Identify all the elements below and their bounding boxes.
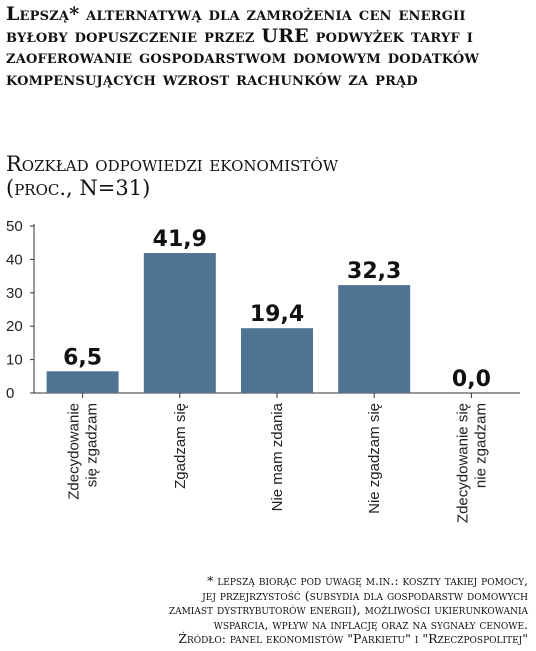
data-label: 32,3 (347, 259, 401, 284)
footnote-line3: zamiast dystrybutorów energii), możliwoś… (168, 602, 528, 617)
x-tick-label: Nie zgadzam się (366, 403, 383, 514)
bar (46, 371, 119, 393)
x-tick-label-line: się zgadzam (84, 403, 101, 487)
x-tick-label: Nie mam zdania (269, 402, 286, 511)
x-tick-label: Zdecydowanie się zgadzam (66, 403, 101, 500)
x-tick-label-line: Nie zgadzam się (366, 403, 383, 514)
y-tick-label: 20 (6, 318, 23, 335)
y-tick-label: 30 (6, 285, 23, 302)
data-label: 6,5 (63, 345, 102, 370)
source-line: Źródło: panel ekonomistów "Parkietu" i "… (178, 631, 528, 646)
footnote-line2: jej przejrzystość (subsydia dla gospodar… (202, 587, 528, 603)
footnote: * lepszą biorąc pod uwagę m.in.: koszty … (8, 573, 528, 647)
footnote-line1: * lepszą biorąc pod uwagę m.in.: koszty … (207, 573, 528, 588)
footnote-line4: wsparcia, wpływ na inflację oraz na sygn… (213, 616, 528, 632)
x-tick-label: Zgadzam się (172, 403, 189, 489)
bar (241, 328, 313, 393)
y-tick-label: 40 (6, 251, 23, 268)
bar (143, 253, 216, 393)
x-tick-label-line: Nie mam zdania (269, 402, 286, 511)
y-tick-label: 0 (6, 385, 14, 402)
bar (338, 285, 411, 393)
x-tick-label-line: Zdecydowanie się (454, 403, 471, 523)
x-tick-label-line: nie zgadzam (472, 403, 489, 488)
y-tick-label: 50 (6, 218, 23, 235)
chart-subtitle: Rozkład odpowiedzi ekonomistów (proc., N… (6, 152, 530, 200)
subtitle-line1: Rozkład odpowiedzi ekonomistów (6, 152, 339, 176)
x-tick-label: Zdecydowanie się nie zgadzam (454, 403, 489, 523)
x-tick-label-line: Zdecydowanie (66, 403, 83, 500)
chart-title: Lepszą* alternatywą dla zamrożenia cen e… (6, 3, 480, 90)
data-label: 19,4 (250, 302, 304, 327)
subtitle-line2: (proc., N=31) (6, 176, 151, 200)
data-label: 0,0 (452, 367, 491, 392)
x-tick-label-line: Zgadzam się (172, 403, 189, 489)
data-label: 41,9 (153, 227, 207, 252)
y-tick-label: 10 (6, 352, 23, 369)
